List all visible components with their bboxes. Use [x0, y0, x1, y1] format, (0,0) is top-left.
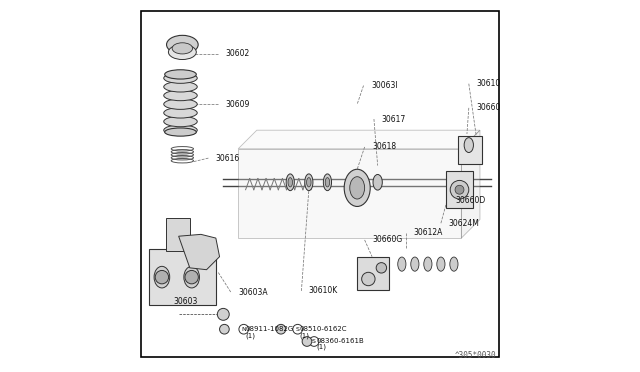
Text: 30063I: 30063I	[371, 81, 397, 90]
Ellipse shape	[164, 90, 197, 101]
Ellipse shape	[411, 257, 419, 271]
Circle shape	[455, 185, 464, 194]
Ellipse shape	[307, 178, 311, 187]
Circle shape	[302, 337, 312, 346]
Text: 30609: 30609	[225, 100, 250, 109]
Text: 08510-6162C: 08510-6162C	[300, 326, 347, 332]
Ellipse shape	[286, 174, 294, 191]
Ellipse shape	[164, 128, 196, 136]
Ellipse shape	[323, 174, 332, 191]
Ellipse shape	[344, 169, 370, 206]
Ellipse shape	[325, 178, 330, 187]
Text: (1): (1)	[316, 344, 326, 350]
Polygon shape	[179, 234, 220, 270]
Ellipse shape	[166, 35, 198, 54]
Ellipse shape	[424, 257, 432, 271]
Text: (1): (1)	[300, 332, 310, 339]
Bar	[458, 136, 482, 164]
Text: 30612A: 30612A	[413, 228, 442, 237]
Text: 30660: 30660	[476, 103, 500, 112]
Circle shape	[156, 270, 168, 284]
Bar	[447, 171, 472, 208]
Text: 30610K: 30610K	[309, 286, 338, 295]
Text: 30624M: 30624M	[449, 219, 479, 228]
Text: S: S	[296, 327, 300, 332]
Circle shape	[276, 324, 286, 334]
Ellipse shape	[164, 125, 197, 135]
Circle shape	[362, 272, 375, 286]
Text: 30602: 30602	[225, 49, 250, 58]
Text: 30610: 30610	[476, 79, 500, 88]
Ellipse shape	[450, 257, 458, 271]
Text: S: S	[312, 339, 316, 344]
Ellipse shape	[164, 81, 197, 92]
Text: 30660G: 30660G	[372, 235, 403, 244]
Text: 30616: 30616	[216, 154, 240, 163]
Circle shape	[376, 263, 387, 273]
Text: 30603A: 30603A	[238, 288, 268, 296]
Ellipse shape	[305, 174, 313, 191]
Text: 30618: 30618	[372, 142, 396, 151]
Text: (1): (1)	[246, 332, 255, 339]
Ellipse shape	[288, 178, 292, 187]
Bar	[166, 218, 190, 251]
Ellipse shape	[154, 266, 170, 288]
Ellipse shape	[164, 108, 197, 118]
Text: 30660D: 30660D	[456, 196, 486, 205]
Circle shape	[220, 324, 229, 334]
Ellipse shape	[184, 266, 200, 288]
Ellipse shape	[464, 138, 474, 153]
Polygon shape	[238, 149, 461, 238]
Ellipse shape	[164, 70, 196, 79]
Polygon shape	[238, 130, 480, 149]
Polygon shape	[461, 130, 480, 238]
Text: 08360-6161B: 08360-6161B	[316, 339, 364, 344]
Ellipse shape	[164, 99, 197, 109]
Ellipse shape	[349, 177, 365, 199]
Ellipse shape	[164, 73, 197, 83]
Text: 08911-1082G: 08911-1082G	[246, 326, 294, 332]
Text: N: N	[241, 327, 246, 332]
Ellipse shape	[168, 45, 196, 60]
Ellipse shape	[172, 43, 193, 54]
Circle shape	[218, 308, 229, 320]
Ellipse shape	[397, 257, 406, 271]
Text: 30617: 30617	[381, 115, 406, 124]
Ellipse shape	[164, 116, 197, 127]
Text: 30603: 30603	[174, 297, 198, 306]
Ellipse shape	[437, 257, 445, 271]
Text: ^305*0030: ^305*0030	[455, 351, 497, 360]
Ellipse shape	[373, 174, 382, 190]
Circle shape	[185, 270, 198, 284]
Bar	[149, 249, 216, 305]
FancyBboxPatch shape	[141, 11, 499, 357]
Bar	[357, 257, 389, 290]
Circle shape	[450, 180, 468, 199]
